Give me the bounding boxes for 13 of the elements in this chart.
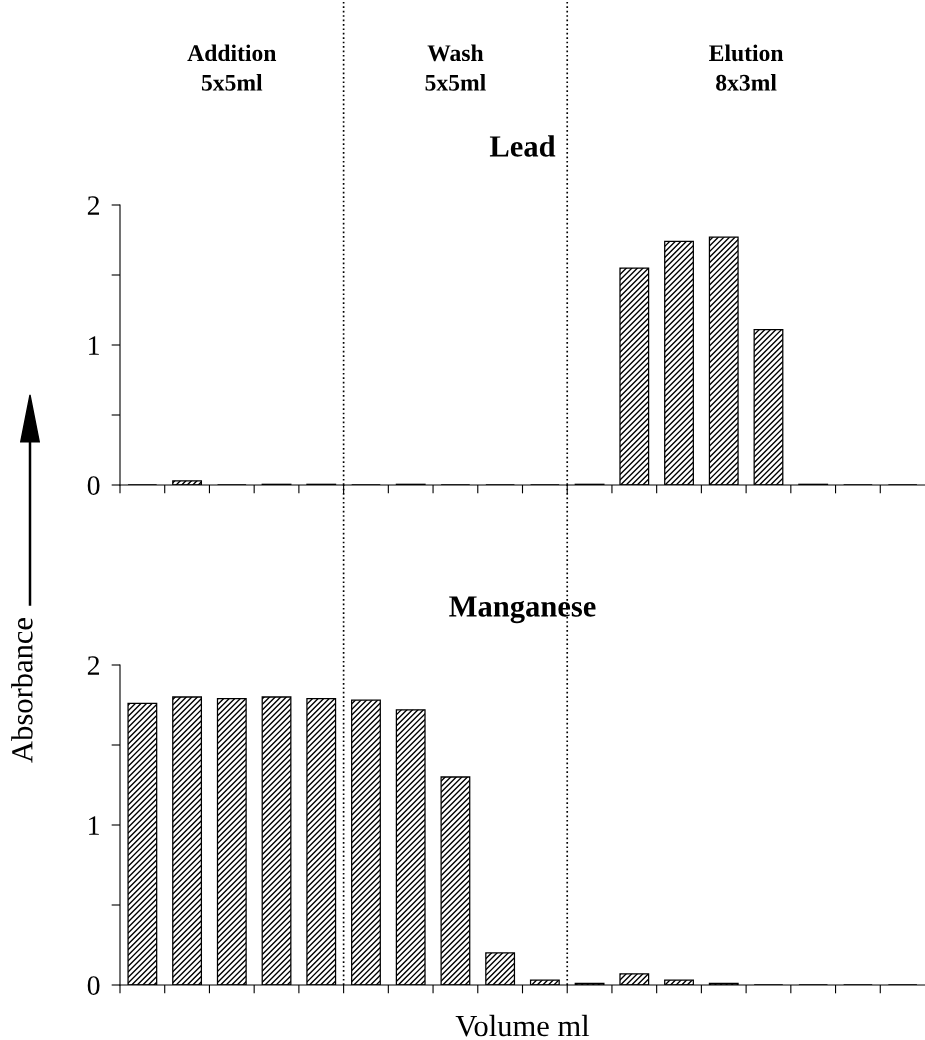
text: Addition 5x5ml: [187, 44, 277, 91]
y-tick-label: 1: [89, 336, 99, 355]
text: Elution 8x3ml: [709, 44, 784, 91]
y-tick-label: 0: [87, 976, 100, 995]
y-tick-label: 2: [87, 656, 100, 675]
chart-title: Manganese: [449, 596, 596, 624]
y-tick-label: 0: [87, 476, 100, 495]
y-tick-label: 2: [87, 196, 100, 215]
x-axis-title: Volume ml: [455, 1014, 590, 1037]
y-tick-label: 1: [89, 816, 99, 835]
y-axis-title: Absorbance: [11, 618, 33, 763]
chart-title: Lead: [489, 135, 556, 157]
text: Wash 5x5ml: [425, 44, 486, 91]
